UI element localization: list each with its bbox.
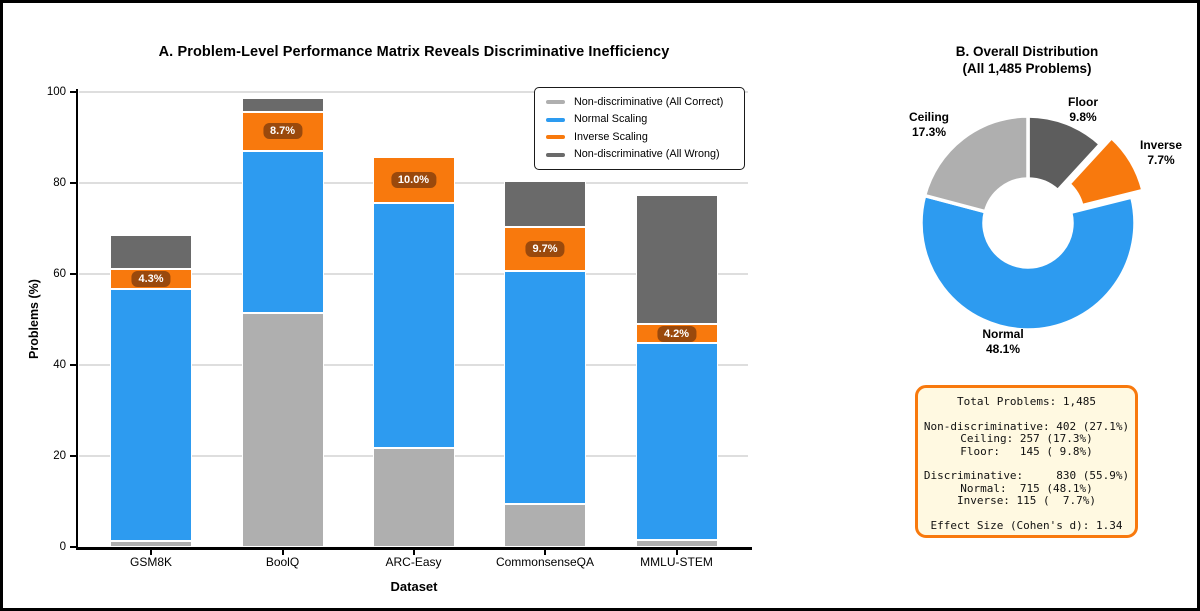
pie-slice-normal (919, 193, 1137, 332)
panel-b-title: B. Overall Distribution (All 1,485 Probl… (877, 43, 1177, 77)
y-tick-mark (70, 455, 76, 457)
bar-segment-inverse-scaling (504, 226, 586, 271)
legend-swatch-icon (546, 152, 565, 157)
x-tick-mark (412, 550, 415, 555)
bar-segment-non-discriminative-all-correct- (504, 503, 586, 547)
inverse-percentage-label: 10.0% (390, 171, 437, 188)
legend-swatch-icon (546, 117, 565, 122)
panel-a-title: A. Problem-Level Performance Matrix Reve… (158, 44, 670, 60)
inverse-percentage-label: 4.3% (131, 270, 171, 287)
inverse-percentage-label: 8.7% (262, 123, 303, 140)
stats-box-line: Ceiling: 257 (17.3%) (960, 432, 1093, 446)
bar-segment-normal-scaling (504, 270, 586, 504)
x-tick-label: CommonsenseQA (495, 555, 595, 569)
donut-chart (919, 114, 1145, 332)
x-tick-label: MMLU-STEM (640, 555, 713, 569)
bar-segment-non-discriminative-all-correct- (241, 313, 324, 547)
bar-segment-non-discriminative-all-correct- (372, 447, 455, 547)
bar-segment-non-discriminative-all-correct- (110, 541, 192, 547)
inverse-percentage-label: 4.2% (656, 325, 697, 342)
pie-slice-label-inverse: Inverse 7.7% (1139, 138, 1183, 167)
panel-b-title-line2: (All 1,485 Problems) (962, 61, 1092, 76)
stats-box-line: Floor: 145 ( 9.8%) (960, 444, 1093, 458)
bar-segment-normal-scaling (372, 202, 455, 448)
legend-row: Normal Scaling (546, 113, 744, 126)
y-tick-label: 40 (53, 358, 66, 371)
legend-row: Non-discriminative (All Correct) (546, 96, 744, 109)
legend-row: Inverse Scaling (546, 131, 744, 144)
pie-slice-ceiling (922, 114, 1030, 214)
x-axis-label: Dataset (390, 579, 438, 594)
bar-gsm8k (110, 92, 192, 547)
y-axis-spine (76, 89, 78, 549)
stats-box-line: Normal: 715 (48.1%) (960, 481, 1093, 495)
y-tick-mark (70, 182, 76, 184)
pie-slice-label-normal: Normal 48.1% (982, 327, 1024, 356)
bar-segment-inverse-scaling (241, 111, 324, 152)
y-tick-label: 0 (59, 540, 66, 553)
x-tick-label: GSM8K (129, 555, 172, 569)
y-tick-mark (70, 273, 76, 275)
stats-box: Total Problems: 1,485 Non-discriminative:… (915, 385, 1138, 538)
x-tick-mark (675, 550, 678, 555)
bar-segment-non-discriminative-all-wrong- (504, 180, 586, 227)
y-tick-mark (70, 364, 76, 366)
x-tick-label: BoolQ (265, 555, 300, 569)
legend-label: Non-discriminative (All Wrong) (574, 148, 720, 161)
legend-label: Inverse Scaling (574, 130, 648, 143)
stats-box-line: Effect Size (Cohen's d): 1.34 (930, 518, 1123, 532)
stats-box-line: Inverse: 115 ( 7.7%) (956, 494, 1097, 508)
y-tick-label: 20 (53, 449, 66, 462)
y-tick-mark (70, 91, 76, 93)
legend-swatch-icon (546, 135, 565, 140)
bar-segment-normal-scaling (110, 288, 192, 542)
legend-label: Non-discriminative (All Correct) (574, 95, 724, 108)
y-tick-label: 80 (53, 176, 66, 189)
y-axis-label: Problems (%) (27, 279, 41, 359)
bar-segment-normal-scaling (635, 343, 718, 541)
bar-segment-non-discriminative-all-wrong- (241, 97, 324, 112)
legend: Non-discriminative (All Correct) Normal S… (534, 87, 745, 170)
legend-row: Non-discriminative (All Wrong) (546, 148, 744, 161)
x-tick-label: ARC-Easy (385, 555, 442, 569)
pie-slice-floor (1026, 114, 1103, 193)
bar-segment-non-discriminative-all-correct- (635, 540, 718, 547)
x-axis-spine (76, 547, 752, 550)
x-tick-mark (281, 550, 284, 555)
x-tick-mark (544, 550, 546, 555)
bar-segment-non-discriminative-all-wrong- (110, 234, 192, 269)
bar-segment-non-discriminative-all-wrong- (635, 194, 718, 325)
bar-boolq (241, 92, 324, 547)
stats-box-line: Total Problems: 1,485 (956, 395, 1097, 408)
stats-box-line: Discriminative: 830 (55.9%) (923, 469, 1130, 483)
pie-slice-inverse (1067, 135, 1145, 208)
panel-b-title-line1: B. Overall Distribution (955, 44, 1099, 59)
y-tick-label: 100 (46, 85, 66, 98)
pie-slice-label-ceiling: Ceiling 17.3% (908, 110, 950, 139)
bar-arc-easy (372, 92, 455, 547)
bar-commonsenseqa (504, 92, 586, 547)
pie-slice-label-floor: Floor 9.8% (1068, 95, 1098, 124)
y-tick-label: 60 (53, 267, 66, 280)
inverse-percentage-label: 9.7% (525, 240, 565, 257)
stats-box-line (918, 408, 1135, 420)
gridline (79, 91, 748, 93)
legend-label: Normal Scaling (574, 113, 648, 126)
y-tick-mark (70, 546, 76, 548)
bar-segment-normal-scaling (241, 151, 324, 314)
x-tick-mark (150, 550, 152, 555)
stats-box-line: Non-discriminative: 402 (27.1%) (923, 419, 1130, 433)
legend-swatch-icon (546, 100, 565, 105)
